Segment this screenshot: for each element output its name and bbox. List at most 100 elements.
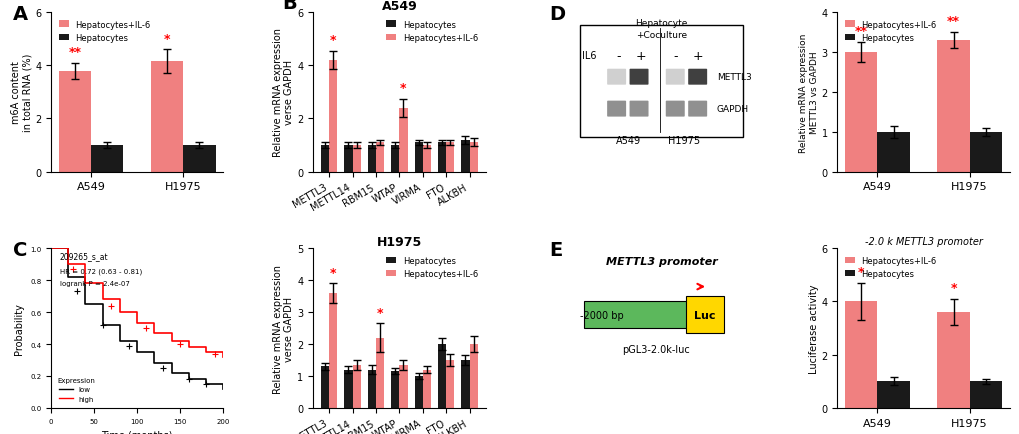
Bar [936, 312, 969, 408]
Text: *: * [164, 33, 170, 46]
Bar [390, 372, 399, 408]
Bar [469, 143, 477, 172]
Bar [353, 365, 361, 408]
Bar [344, 370, 353, 408]
Text: E: E [549, 241, 562, 260]
Bar [580, 26, 742, 137]
Bar [344, 146, 353, 172]
Bar [353, 146, 361, 172]
Bar [414, 143, 422, 172]
Title: H1975: H1975 [376, 236, 422, 249]
Bar [414, 376, 422, 408]
Bar [437, 143, 445, 172]
FancyBboxPatch shape [688, 102, 706, 117]
Text: B: B [282, 0, 297, 13]
Bar [321, 146, 329, 172]
Text: *: * [330, 266, 336, 279]
Text: -2000 bp: -2000 bp [580, 310, 624, 320]
Legend: Hepatocytes+IL-6, Hepatocytes: Hepatocytes+IL-6, Hepatocytes [841, 253, 940, 282]
FancyBboxPatch shape [688, 69, 706, 85]
Text: -: - [673, 49, 677, 62]
Bar [685, 296, 722, 333]
Y-axis label: Luciferase activity: Luciferase activity [808, 284, 818, 373]
Bar [469, 344, 477, 408]
Bar [329, 293, 337, 408]
Legend: Hepatocytes+IL-6, Hepatocytes: Hepatocytes+IL-6, Hepatocytes [841, 17, 940, 46]
Bar [845, 302, 876, 408]
Legend: Hepatocytes, Hepatocytes+IL-6: Hepatocytes, Hepatocytes+IL-6 [382, 253, 481, 282]
Title: -2.0 k METTL3 promoter: -2.0 k METTL3 promoter [864, 237, 981, 247]
Text: *: * [376, 306, 383, 319]
Text: C: C [13, 241, 28, 260]
Bar [399, 108, 408, 172]
Bar [368, 146, 376, 172]
Bar [583, 301, 690, 329]
Text: GAPDH: GAPDH [716, 105, 748, 114]
Title: A549: A549 [381, 0, 417, 13]
FancyBboxPatch shape [629, 102, 648, 117]
Text: Luc: Luc [693, 310, 714, 320]
Text: H1975: H1975 [667, 136, 699, 146]
Legend: Hepatocytes+IL-6, Hepatocytes: Hepatocytes+IL-6, Hepatocytes [55, 17, 154, 46]
Bar [461, 141, 469, 172]
Bar [399, 365, 408, 408]
Text: -: - [615, 49, 620, 62]
FancyBboxPatch shape [665, 102, 684, 117]
Text: **: ** [68, 46, 82, 59]
Text: METTL3 promoter: METTL3 promoter [605, 256, 716, 266]
Text: A549: A549 [615, 136, 641, 146]
Text: **: ** [946, 15, 959, 28]
Text: METTL3: METTL3 [716, 73, 751, 82]
Bar [461, 360, 469, 408]
Bar [376, 338, 384, 408]
Text: IL6: IL6 [582, 51, 596, 61]
Text: *: * [950, 281, 956, 294]
Text: A: A [13, 5, 29, 24]
Bar [445, 360, 453, 408]
Text: **: ** [854, 25, 867, 38]
Bar [936, 41, 969, 172]
X-axis label: Time (months): Time (months) [101, 429, 173, 434]
Text: HR = 0.72 (0.63 - 0.81): HR = 0.72 (0.63 - 0.81) [59, 268, 142, 274]
Legend: Hepatocytes, Hepatocytes+IL-6: Hepatocytes, Hepatocytes+IL-6 [382, 17, 481, 46]
Text: +Coculture: +Coculture [635, 30, 687, 39]
Bar [329, 61, 337, 172]
Bar [183, 146, 215, 172]
Text: *: * [330, 34, 336, 47]
Y-axis label: Relative mRNA expression
METTL3 vs GAPDH: Relative mRNA expression METTL3 vs GAPDH [799, 33, 818, 152]
Legend: low, high: low, high [54, 374, 98, 404]
Bar [321, 367, 329, 408]
Bar [422, 146, 430, 172]
Bar [368, 370, 376, 408]
Bar [422, 370, 430, 408]
Text: D: D [549, 5, 565, 24]
Bar [445, 143, 453, 172]
Text: logrank P = 2.4e-07: logrank P = 2.4e-07 [59, 280, 129, 286]
Text: +: + [692, 49, 702, 62]
Text: +: + [635, 49, 645, 62]
Bar [59, 72, 91, 172]
Text: Hepatocyte: Hepatocyte [635, 20, 687, 28]
FancyBboxPatch shape [629, 69, 648, 85]
Bar [876, 132, 909, 172]
Text: 209265_s_at: 209265_s_at [59, 252, 108, 261]
FancyBboxPatch shape [606, 102, 626, 117]
Bar [437, 344, 445, 408]
Bar [845, 53, 876, 172]
Bar [390, 146, 399, 172]
Bar [151, 62, 183, 172]
Bar [876, 381, 909, 408]
FancyBboxPatch shape [606, 69, 626, 85]
Bar [376, 143, 384, 172]
Y-axis label: Relative mRNA expression
verse GAPDH: Relative mRNA expression verse GAPDH [272, 28, 294, 157]
Y-axis label: m6A content
in total RNA (%): m6A content in total RNA (%) [10, 53, 33, 132]
Bar [969, 132, 1001, 172]
Y-axis label: Relative mRNA expression
verse GAPDH: Relative mRNA expression verse GAPDH [272, 264, 294, 393]
Text: *: * [399, 82, 407, 95]
FancyBboxPatch shape [665, 69, 684, 85]
Text: pGL3-2.0k-luc: pGL3-2.0k-luc [622, 344, 690, 354]
Bar [91, 146, 123, 172]
Bar [969, 381, 1001, 408]
Text: *: * [857, 266, 864, 279]
Y-axis label: Probability: Probability [14, 302, 24, 354]
